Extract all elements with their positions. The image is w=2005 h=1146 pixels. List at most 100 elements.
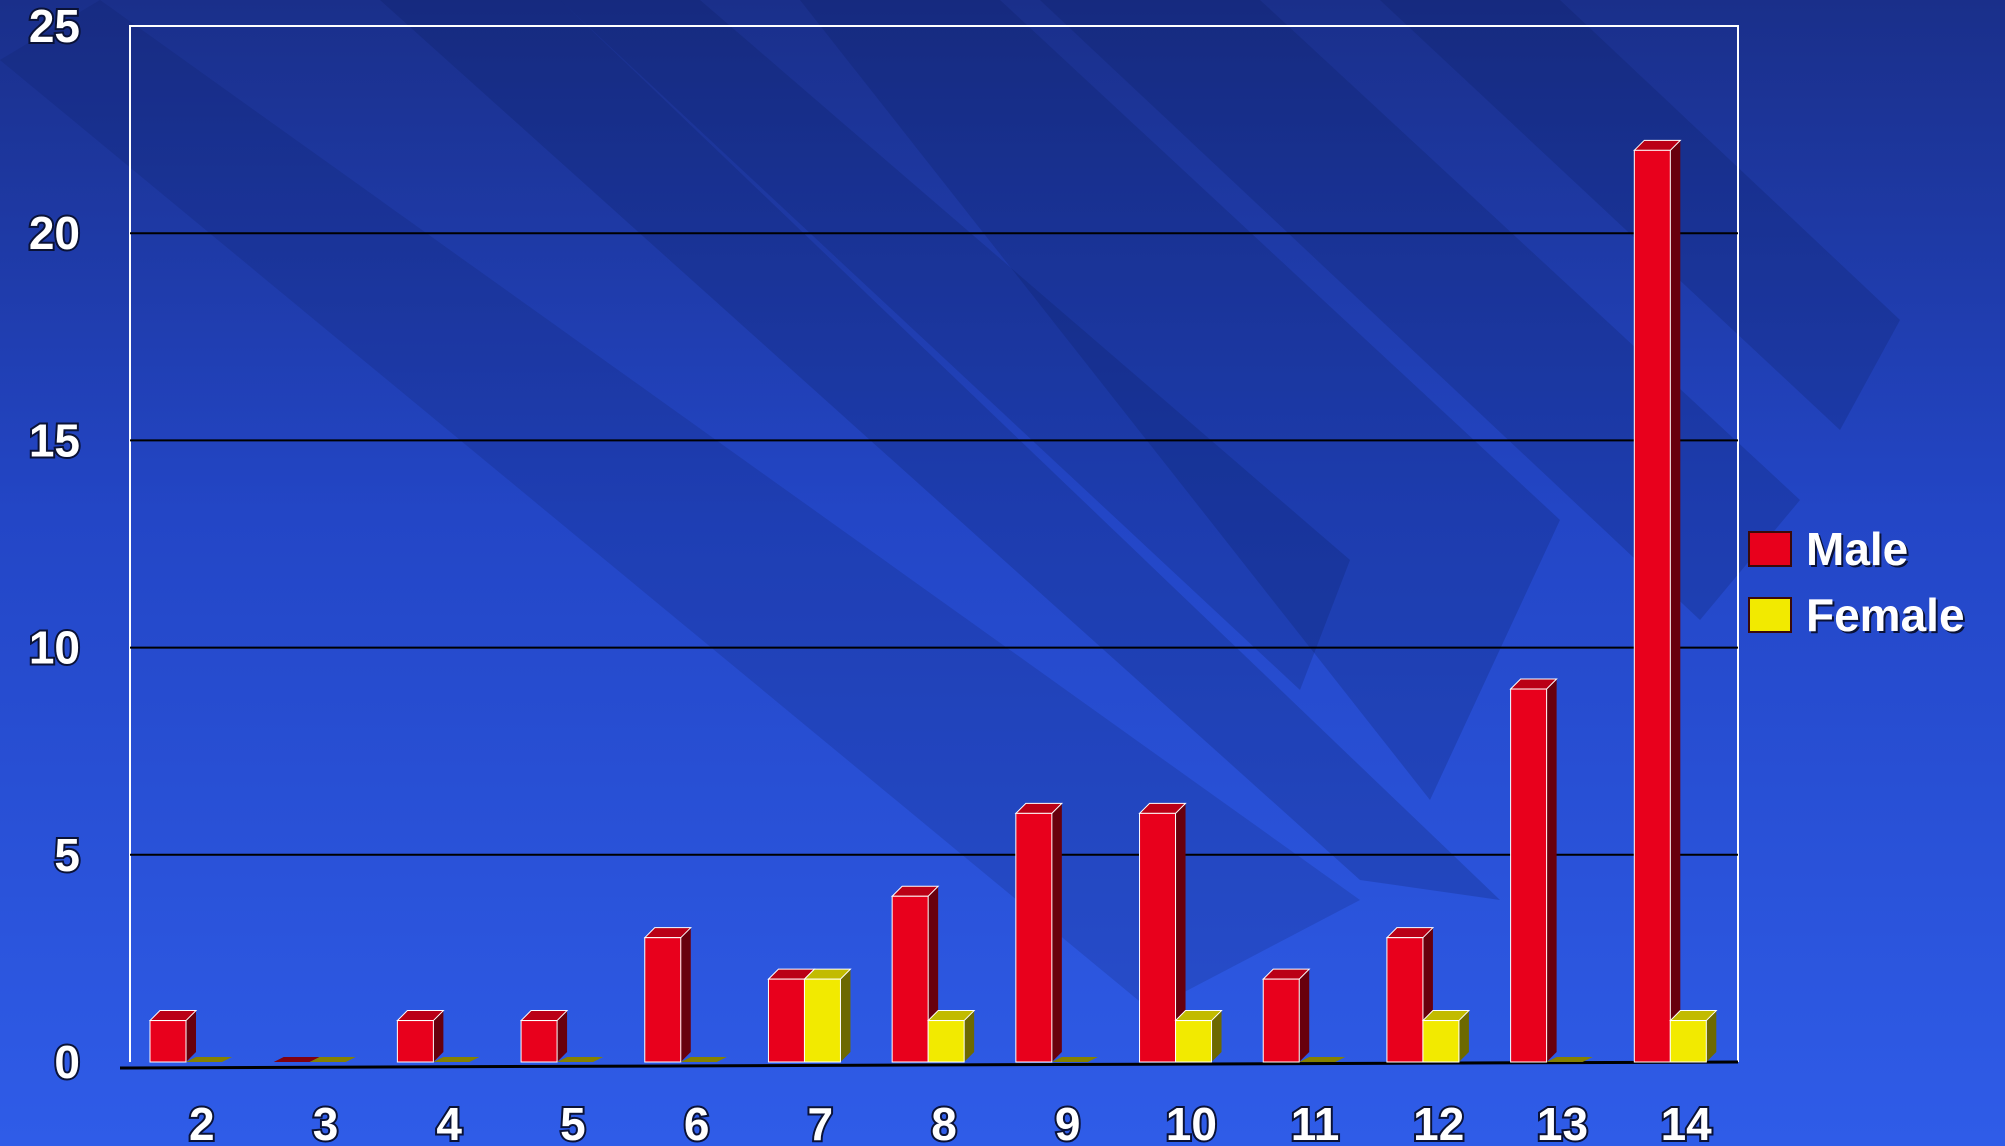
bar-female-13 <box>1546 1057 1593 1062</box>
bar-side <box>1706 1010 1717 1062</box>
bar-female-2 <box>186 1057 232 1062</box>
bar-female-9 <box>1051 1057 1098 1062</box>
y-axis: 0 5 10 15 20 25 <box>27 0 82 1090</box>
bar-side <box>1458 1010 1469 1062</box>
bar-side <box>1546 679 1557 1062</box>
bar-female-14 <box>1669 1010 1718 1063</box>
bar-zero <box>1051 1057 1098 1062</box>
x-tick-label: 7 <box>808 1098 834 1146</box>
bar-male-14 <box>1633 139 1682 1063</box>
x-tick-label: 10 <box>1166 1098 1217 1146</box>
bar-male-3 <box>273 1057 320 1062</box>
background-stripe <box>0 0 1360 1010</box>
bar-female-4 <box>433 1057 480 1062</box>
bar-side <box>1175 803 1186 1062</box>
x-tick-label: 12 <box>1413 1098 1464 1146</box>
background-stripes <box>0 0 1900 1010</box>
bar-female-10 <box>1174 1010 1223 1063</box>
x-axis: 2 3 4 5 6 7 8 9 10 11 12 13 14 <box>187 1096 1714 1146</box>
bar-side <box>1670 140 1681 1062</box>
bar-front <box>1669 1020 1707 1063</box>
bar-zero <box>309 1057 356 1062</box>
bar-side <box>1051 803 1062 1062</box>
legend-item-female: Female <box>1748 582 1988 648</box>
bar-male-4 <box>396 1010 445 1063</box>
legend-swatch-male <box>1748 531 1792 567</box>
bar-front <box>1262 978 1300 1063</box>
x-tick-label: 14 <box>1661 1098 1713 1146</box>
x-tick-label: 8 <box>931 1098 957 1146</box>
bars <box>148 139 1718 1063</box>
x-axis-line <box>119 1060 1739 1070</box>
bar-side <box>840 969 851 1062</box>
x-tick-label: 9 <box>1055 1098 1081 1146</box>
bar-zero <box>1299 1057 1346 1062</box>
bar-zero <box>680 1057 727 1062</box>
legend-item-male: Male <box>1748 516 1988 582</box>
y-tick-label: 10 <box>29 622 80 674</box>
bar-side <box>433 1010 444 1062</box>
x-tick-label: 2 <box>189 1098 215 1146</box>
bar-female-3 <box>309 1057 356 1062</box>
bar-male-5 <box>519 1010 569 1063</box>
x-tick-label: 13 <box>1537 1098 1588 1146</box>
bar-female-8 <box>926 1010 976 1063</box>
bar-female-12 <box>1421 1010 1471 1063</box>
bar-front <box>149 1020 187 1063</box>
bar-male-13 <box>1509 678 1558 1063</box>
bar-male-11 <box>1262 968 1311 1063</box>
bar-front <box>520 1020 558 1063</box>
bar-male-12 <box>1385 927 1435 1063</box>
bar-front <box>803 978 841 1063</box>
bar-zero <box>186 1057 232 1062</box>
bar-front <box>1175 1020 1213 1063</box>
bar-female-6 <box>680 1057 727 1062</box>
background-stripe <box>800 0 1560 800</box>
bar-male-10 <box>1138 802 1187 1063</box>
x-tick-label: 4 <box>436 1098 462 1146</box>
y-tick-label: 15 <box>29 414 80 466</box>
bar-front <box>1139 812 1177 1063</box>
bar-front <box>1386 937 1424 1063</box>
bar-front <box>644 937 682 1063</box>
bar-zero <box>1546 1057 1593 1062</box>
plot-border <box>129 25 1739 1062</box>
bar-front <box>891 895 929 1063</box>
bar-male-8 <box>890 885 940 1063</box>
bar-zero <box>557 1057 604 1062</box>
bar-front <box>1633 149 1671 1063</box>
bar-zero <box>273 1057 320 1062</box>
bar-front <box>1015 812 1053 1063</box>
bar-male-2 <box>148 1010 198 1063</box>
y-tick-label: 25 <box>29 0 80 52</box>
bar-front <box>396 1020 434 1063</box>
bar-side <box>1299 969 1310 1062</box>
legend-label-male: Male <box>1806 523 1909 575</box>
bar-side <box>680 927 691 1062</box>
bar-side <box>964 1010 975 1062</box>
legend: Male Female <box>1748 516 1988 648</box>
x-tick-label: 5 <box>560 1098 586 1146</box>
background-stripe <box>560 0 1350 690</box>
legend-label-female: Female <box>1806 589 1965 641</box>
bar-zero <box>433 1057 480 1062</box>
bar-female-5 <box>557 1057 604 1062</box>
bar-female-11 <box>1299 1057 1346 1062</box>
x-tick-label: 11 <box>1291 1098 1340 1146</box>
bar-front <box>767 978 805 1063</box>
bar-front <box>1422 1020 1460 1063</box>
bar-female-7 <box>803 968 852 1063</box>
bar-side <box>557 1010 568 1062</box>
bar-front <box>927 1020 965 1063</box>
background-stripe <box>380 0 1500 900</box>
y-tick-label: 5 <box>54 829 80 881</box>
bar-male-6 <box>643 927 692 1063</box>
grid-lines <box>130 232 1738 856</box>
y-tick-label: 20 <box>29 207 80 259</box>
y-tick-label: 0 <box>54 1036 80 1088</box>
x-tick-label: 6 <box>684 1098 710 1146</box>
bar-front <box>1510 688 1548 1063</box>
plot-area <box>119 25 1739 1070</box>
